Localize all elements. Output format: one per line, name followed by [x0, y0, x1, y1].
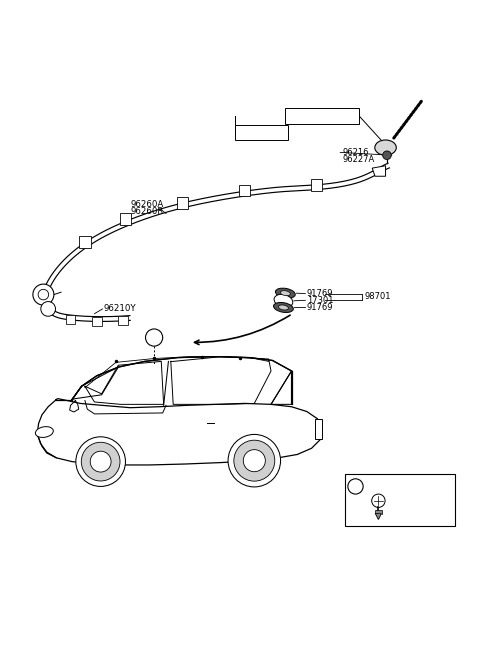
Bar — [66, 315, 75, 324]
Bar — [177, 197, 189, 209]
Bar — [79, 236, 91, 248]
Ellipse shape — [375, 140, 396, 155]
Text: 96227A: 96227A — [343, 155, 375, 164]
Text: 96210F: 96210F — [240, 128, 272, 137]
Text: 96216: 96216 — [343, 148, 369, 157]
Bar — [120, 213, 131, 225]
Circle shape — [348, 479, 363, 494]
Bar — [92, 317, 102, 326]
Text: 91769: 91769 — [307, 303, 333, 312]
Text: 17301: 17301 — [307, 296, 333, 305]
Ellipse shape — [278, 305, 288, 310]
Polygon shape — [375, 514, 381, 520]
Circle shape — [372, 494, 385, 508]
Circle shape — [90, 451, 111, 472]
Circle shape — [145, 329, 163, 346]
Circle shape — [33, 284, 54, 305]
Bar — [345, 474, 455, 526]
Ellipse shape — [36, 426, 53, 438]
Ellipse shape — [274, 302, 293, 312]
Bar — [374, 510, 382, 514]
Circle shape — [383, 151, 391, 159]
Circle shape — [81, 442, 120, 481]
Text: 98701: 98701 — [364, 293, 391, 302]
Bar — [315, 419, 322, 439]
Bar — [285, 108, 360, 124]
Bar — [311, 179, 322, 190]
Ellipse shape — [276, 288, 295, 298]
Text: 96260R: 96260R — [130, 207, 164, 216]
Text: a: a — [353, 482, 358, 491]
Circle shape — [41, 302, 56, 316]
Ellipse shape — [274, 295, 293, 307]
Text: 85744: 85744 — [367, 482, 395, 491]
Text: 96210H: 96210H — [290, 111, 324, 120]
Circle shape — [228, 434, 281, 487]
Text: a: a — [152, 333, 156, 342]
Circle shape — [243, 449, 265, 472]
Circle shape — [234, 440, 275, 481]
Polygon shape — [372, 166, 385, 176]
Circle shape — [76, 437, 125, 487]
Ellipse shape — [280, 291, 290, 296]
Text: 96210Y: 96210Y — [104, 304, 137, 314]
Bar — [235, 125, 288, 140]
Text: 96260A: 96260A — [130, 200, 164, 209]
Circle shape — [38, 289, 48, 300]
Bar — [118, 316, 128, 325]
Text: 91769: 91769 — [307, 289, 333, 298]
Bar — [239, 185, 251, 196]
